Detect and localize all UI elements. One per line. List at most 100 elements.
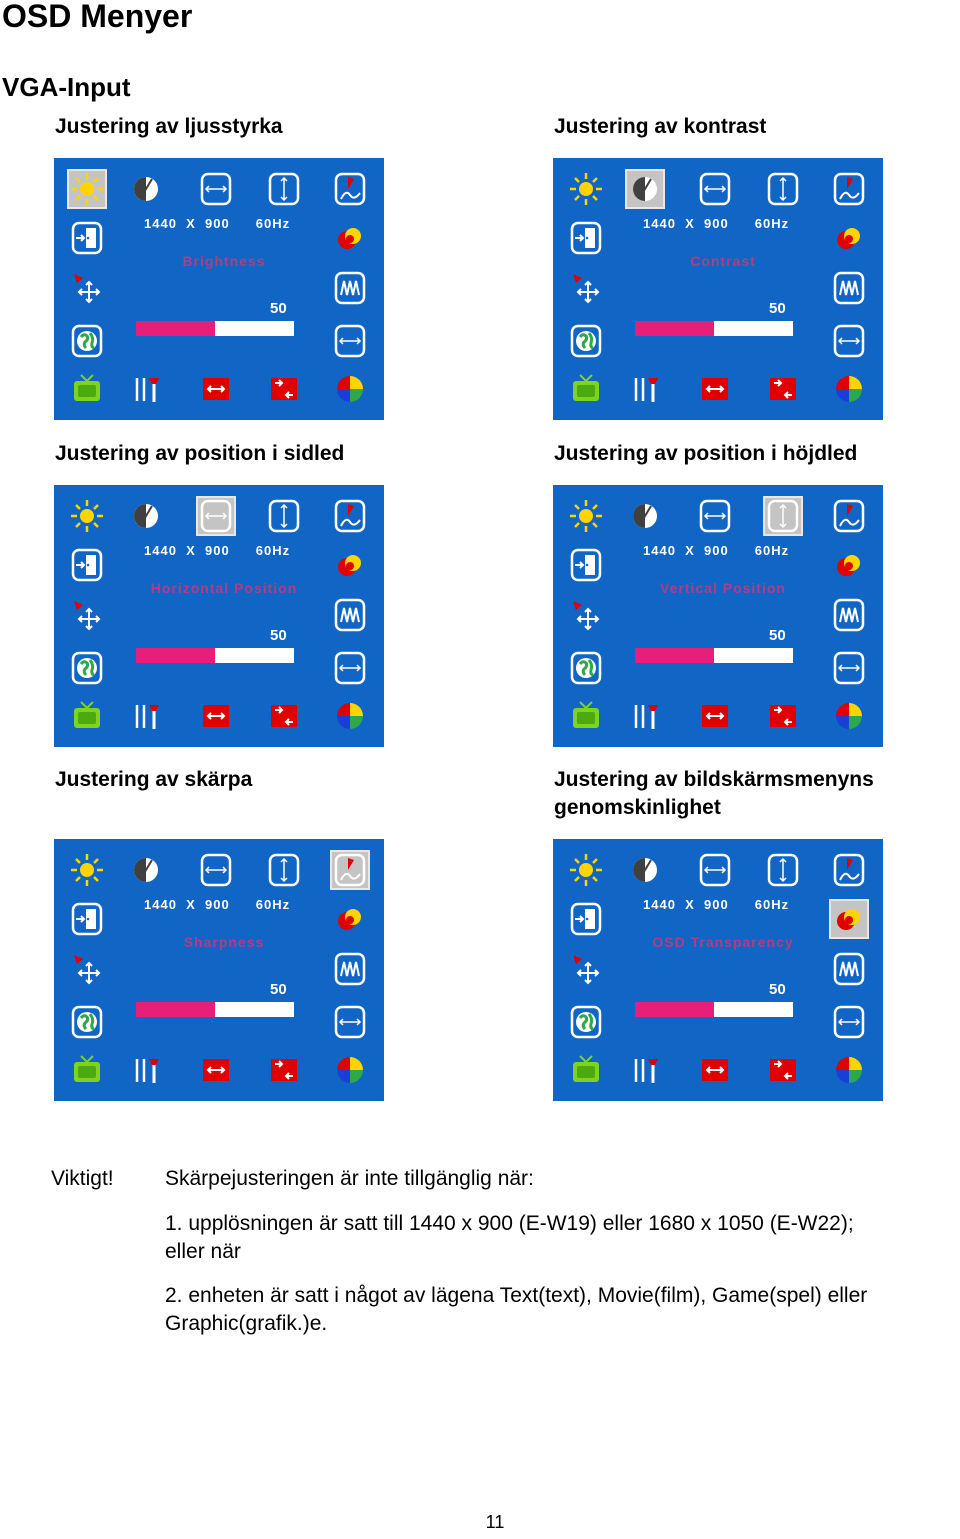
language-icon[interactable]: [568, 323, 604, 359]
phase-icon[interactable]: [831, 597, 867, 633]
exit-icon[interactable]: [69, 901, 105, 937]
brightness-icon[interactable]: [67, 169, 107, 209]
color-icon[interactable]: [831, 698, 867, 734]
brightness-icon[interactable]: [69, 498, 105, 534]
v-position-icon[interactable]: [765, 852, 801, 888]
h-position-icon[interactable]: [697, 498, 733, 534]
sharpness-icon[interactable]: [831, 171, 867, 207]
auto-adjust-icon[interactable]: [266, 698, 302, 734]
reset-icon[interactable]: [697, 698, 733, 734]
phase-icon[interactable]: [332, 951, 368, 987]
h-position-icon[interactable]: [697, 852, 733, 888]
osd-position-icon[interactable]: [568, 951, 604, 987]
auto-adjust-icon[interactable]: [765, 371, 801, 407]
reset-icon[interactable]: [198, 371, 234, 407]
brightness-icon[interactable]: [69, 852, 105, 888]
clock-icon[interactable]: [831, 1004, 867, 1040]
contrast-icon[interactable]: [128, 852, 164, 888]
tools-icon[interactable]: [627, 1052, 663, 1088]
osd-transparency-icon[interactable]: [332, 220, 368, 256]
language-icon[interactable]: [69, 323, 105, 359]
auto-adjust-icon[interactable]: [266, 1052, 302, 1088]
brightness-icon[interactable]: [568, 171, 604, 207]
osd-position-icon[interactable]: [568, 597, 604, 633]
level-bar[interactable]: [635, 1002, 793, 1017]
v-position-icon[interactable]: [765, 171, 801, 207]
v-position-icon[interactable]: [266, 498, 302, 534]
sharpness-icon[interactable]: [332, 171, 368, 207]
language-icon[interactable]: [568, 1004, 604, 1040]
auto-adjust-icon[interactable]: [765, 1052, 801, 1088]
level-bar[interactable]: [136, 648, 294, 663]
level-bar[interactable]: [136, 321, 294, 336]
contrast-icon[interactable]: [625, 169, 665, 209]
sharpness-icon[interactable]: [330, 850, 370, 890]
tv-icon[interactable]: [69, 371, 105, 407]
exit-icon[interactable]: [69, 220, 105, 256]
h-position-icon[interactable]: [697, 171, 733, 207]
language-icon[interactable]: [69, 650, 105, 686]
phase-icon[interactable]: [831, 951, 867, 987]
phase-icon[interactable]: [332, 270, 368, 306]
sharpness-icon[interactable]: [831, 498, 867, 534]
auto-adjust-icon[interactable]: [765, 698, 801, 734]
osd-transparency-icon[interactable]: [831, 547, 867, 583]
h-position-icon[interactable]: [198, 171, 234, 207]
reset-icon[interactable]: [697, 1052, 733, 1088]
auto-adjust-icon[interactable]: [266, 371, 302, 407]
osd-position-icon[interactable]: [568, 270, 604, 306]
reset-icon[interactable]: [697, 371, 733, 407]
tools-icon[interactable]: [128, 698, 164, 734]
brightness-icon[interactable]: [568, 852, 604, 888]
color-icon[interactable]: [332, 371, 368, 407]
phase-icon[interactable]: [831, 270, 867, 306]
clock-icon[interactable]: [831, 650, 867, 686]
level-bar[interactable]: [635, 321, 793, 336]
clock-icon[interactable]: [831, 323, 867, 359]
reset-icon[interactable]: [198, 1052, 234, 1088]
tv-icon[interactable]: [69, 698, 105, 734]
color-icon[interactable]: [332, 1052, 368, 1088]
color-icon[interactable]: [831, 1052, 867, 1088]
reset-icon[interactable]: [198, 698, 234, 734]
language-icon[interactable]: [69, 1004, 105, 1040]
osd-position-icon[interactable]: [69, 951, 105, 987]
brightness-icon[interactable]: [568, 498, 604, 534]
osd-position-icon[interactable]: [69, 597, 105, 633]
color-icon[interactable]: [332, 698, 368, 734]
contrast-icon[interactable]: [627, 852, 663, 888]
exit-icon[interactable]: [69, 547, 105, 583]
exit-icon[interactable]: [568, 547, 604, 583]
h-position-icon[interactable]: [196, 496, 236, 536]
v-position-icon[interactable]: [266, 852, 302, 888]
phase-icon[interactable]: [332, 597, 368, 633]
exit-icon[interactable]: [568, 901, 604, 937]
level-bar[interactable]: [136, 1002, 294, 1017]
language-icon[interactable]: [568, 650, 604, 686]
osd-transparency-icon[interactable]: [829, 899, 869, 939]
h-position-icon[interactable]: [198, 852, 234, 888]
exit-icon[interactable]: [568, 220, 604, 256]
tools-icon[interactable]: [627, 698, 663, 734]
contrast-icon[interactable]: [627, 498, 663, 534]
tv-icon[interactable]: [69, 1052, 105, 1088]
color-icon[interactable]: [831, 371, 867, 407]
tools-icon[interactable]: [128, 1052, 164, 1088]
osd-position-icon[interactable]: [69, 270, 105, 306]
clock-icon[interactable]: [332, 323, 368, 359]
osd-transparency-icon[interactable]: [332, 901, 368, 937]
osd-transparency-icon[interactable]: [332, 547, 368, 583]
v-position-icon[interactable]: [266, 171, 302, 207]
clock-icon[interactable]: [332, 1004, 368, 1040]
contrast-icon[interactable]: [128, 171, 164, 207]
osd-transparency-icon[interactable]: [831, 220, 867, 256]
tv-icon[interactable]: [568, 698, 604, 734]
tv-icon[interactable]: [568, 1052, 604, 1088]
tools-icon[interactable]: [128, 371, 164, 407]
clock-icon[interactable]: [332, 650, 368, 686]
level-bar[interactable]: [635, 648, 793, 663]
tools-icon[interactable]: [627, 371, 663, 407]
sharpness-icon[interactable]: [831, 852, 867, 888]
tv-icon[interactable]: [568, 371, 604, 407]
sharpness-icon[interactable]: [332, 498, 368, 534]
